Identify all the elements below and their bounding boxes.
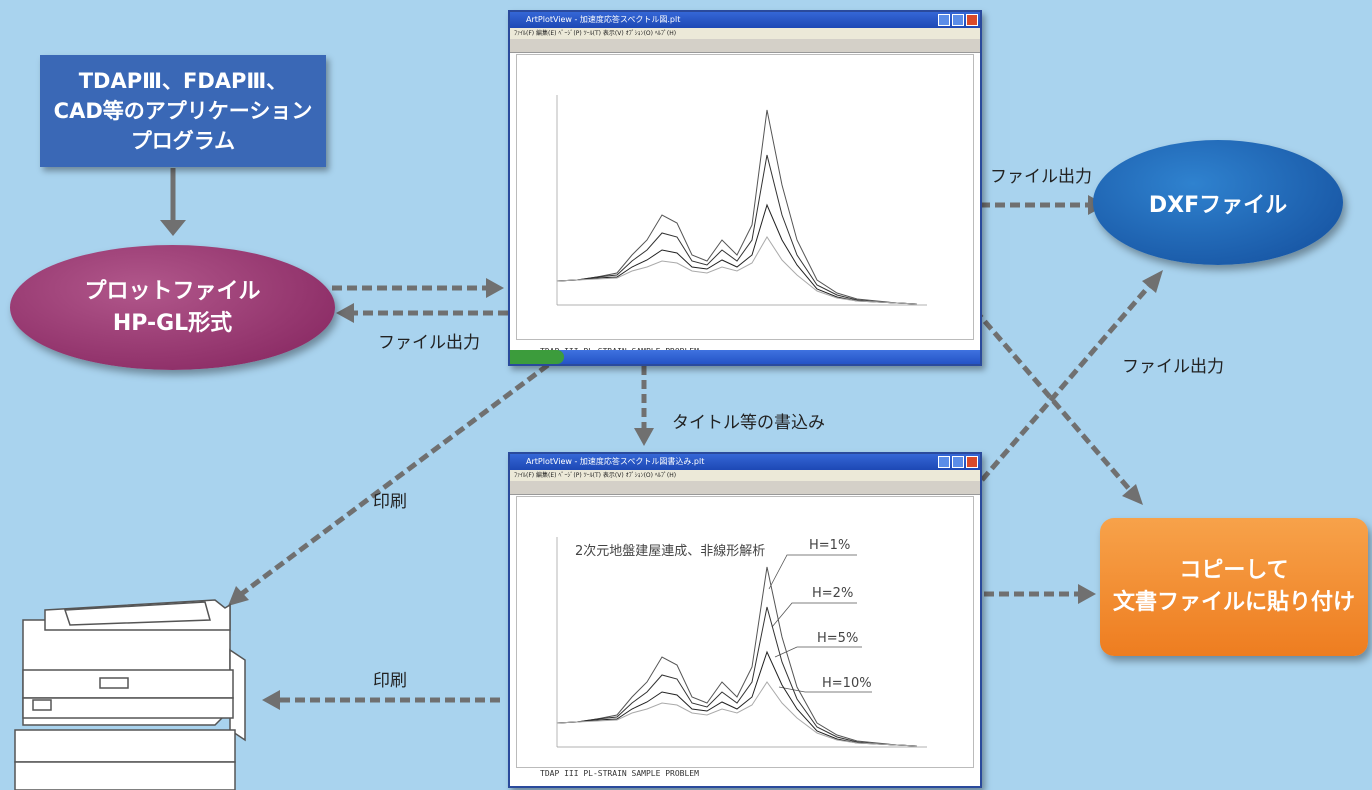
close-icon[interactable] [966, 456, 978, 468]
copy-paste-box: コピーして 文書ファイルに貼り付け [1100, 518, 1368, 656]
arrow-app-to-plot-head [160, 220, 186, 236]
app-line-1: TDAPⅢ、FDAPⅢ、 [78, 69, 288, 93]
spectrum-plot-bottom: 2次元地盤建屋連成、非線形解析 H=1% H=2% H=5% H=10% [556, 537, 927, 748]
series-label-h1: H=1% [809, 538, 850, 553]
copy-line-2: 文書ファイルに貼り付け [1112, 590, 1355, 615]
minimize-icon[interactable] [938, 14, 950, 26]
copy-line-1: コピーして [1179, 558, 1289, 583]
arrow-viewer-to-printer-upper [238, 362, 550, 598]
viewer-top-title: ArtPlotView - 加速度応答スペクトル図.plt [526, 15, 681, 24]
arrow-viewer-to-plot-head [336, 303, 354, 323]
arrow-viewer-to-copy-head [1078, 584, 1096, 604]
viewer-top-menubar[interactable]: ﾌｧｲﾙ(F) 編集(E) ﾍﾟｰｼﾞ(P) ﾂｰﾙ(T) 表示(V) ｵﾌﾟｼ… [510, 28, 980, 39]
label-print-upper: 印刷 [373, 492, 407, 512]
viewer-top-canvas [516, 54, 974, 340]
arrow-upper-viewer-to-copy-head [1122, 484, 1143, 505]
maximize-icon[interactable] [952, 456, 964, 468]
app-program-box: TDAPⅢ、FDAPⅢ、 CAD等のアプリケーション プログラム [40, 55, 326, 167]
close-icon[interactable] [966, 14, 978, 26]
viewer-bottom-footer: TDAP III PL-STRAIN SAMPLE PROBLEM [540, 769, 699, 778]
label-file-output-cross: ファイル出力 [1122, 357, 1224, 377]
plot-file-ellipse: プロットファイル HP-GL形式 [10, 245, 335, 370]
viewer-bottom-canvas: 2次元地盤建屋連成、非線形解析 H=1% H=2% H=5% H=10% [516, 496, 974, 768]
viewer-top-titlebar: ArtPlotView - 加速度応答スペクトル図.plt [510, 12, 980, 28]
arrow-viewer-to-viewer-head [634, 428, 654, 446]
series-label-h2: H=2% [812, 586, 853, 601]
label-title-write: タイトル等の書込み [672, 413, 825, 433]
arrow-lower-viewer-to-dxf [980, 283, 1152, 482]
dxf-file-ellipse: DXFファイル [1093, 140, 1343, 265]
viewer-window-top: ArtPlotView - 加速度応答スペクトル図.plt ﾌｧｲﾙ(F) 編集… [508, 10, 982, 366]
plot-annotation: 2次元地盤建屋連成、非線形解析 [575, 543, 765, 559]
series-label-h5: H=5% [817, 631, 858, 646]
app-line-3: プログラム [130, 129, 236, 153]
viewer-bottom-menubar[interactable]: ﾌｧｲﾙ(F) 編集(E) ﾍﾟｰｼﾞ(P) ﾂｰﾙ(T) 表示(V) ｵﾌﾟｼ… [510, 470, 980, 481]
plot-file-line-2: HP-GL形式 [112, 310, 233, 336]
taskbar-top [510, 350, 980, 364]
series-label-h10: H=10% [822, 676, 872, 691]
app-line-2: CAD等のアプリケーション [53, 99, 313, 123]
arrow-viewer-to-printer-upper-head [228, 586, 249, 606]
viewer-bottom-titlebar: ArtPlotView - 加速度応答スペクトル図書込み.plt [510, 454, 980, 470]
viewer-bottom-toolbar[interactable] [510, 481, 980, 495]
arrow-lower-viewer-to-dxf-head [1142, 270, 1163, 293]
viewer-window-bottom: ArtPlotView - 加速度応答スペクトル図書込み.plt ﾌｧｲﾙ(F)… [508, 452, 982, 788]
label-print-lower: 印刷 [373, 671, 407, 691]
dxf-file-label: DXFファイル [1148, 192, 1288, 218]
label-file-output-plot: ファイル出力 [378, 333, 480, 353]
printer-icon [14, 599, 246, 790]
spectrum-plot-top [556, 95, 927, 306]
start-button[interactable] [510, 350, 564, 364]
maximize-icon[interactable] [952, 14, 964, 26]
arrow-upper-viewer-to-copy [973, 308, 1132, 492]
label-file-output-dxf: ファイル出力 [990, 167, 1092, 187]
minimize-icon[interactable] [938, 456, 950, 468]
plot-file-line-1: プロットファイル [84, 278, 261, 304]
viewer-top-toolbar[interactable] [510, 39, 980, 53]
arrow-plot-to-viewer-head [486, 278, 504, 298]
arrow-viewer-to-printer-lower-head [262, 690, 280, 710]
viewer-bottom-title: ArtPlotView - 加速度応答スペクトル図書込み.plt [526, 457, 705, 466]
